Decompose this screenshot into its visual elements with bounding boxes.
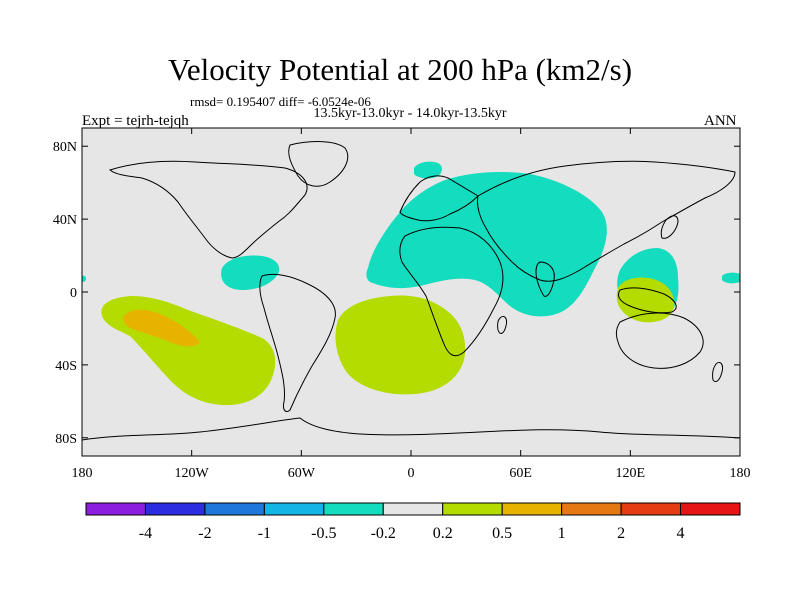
- colorbar-label: 4: [677, 525, 685, 542]
- experiment-label: Expt = tejrh-tejqh: [82, 113, 189, 129]
- coast-south-america: [259, 273, 336, 413]
- coast-asia: [477, 160, 736, 282]
- chart-title: Velocity Potential at 200 hPa (km2/s): [167, 52, 633, 87]
- colorbar-swatch: [620, 502, 682, 516]
- x-tick-label: 60W: [288, 466, 316, 481]
- contour-layer: [82, 161, 740, 406]
- y-axis: 80N 40N 0 40S 80S: [53, 140, 740, 447]
- colorbar-swatch: [204, 502, 265, 516]
- region-central-pacific-negative: [722, 272, 740, 284]
- period-text: 13.5kyr-13.0kyr - 14.0kyr-13.5kyr: [313, 106, 507, 121]
- coast-new-zealand: [712, 361, 723, 383]
- colorbar-swatch: [382, 502, 444, 516]
- coast-north-america: [108, 160, 308, 259]
- stats-text: rmsd= 0.195407 diff= -6.0524e-06: [190, 94, 371, 109]
- x-tick-label: 0: [408, 466, 415, 481]
- coast-indonesia: [617, 287, 677, 314]
- y-tick-label: 80N: [53, 140, 77, 155]
- y-tick-label: 0: [70, 286, 77, 301]
- colorbar-swatch: [680, 502, 741, 516]
- colorbar-swatch: [501, 502, 563, 516]
- x-tick-label: 120W: [175, 466, 210, 481]
- coast-india: [535, 261, 555, 297]
- coast-japan: [660, 215, 679, 239]
- colorbar-label: -0.5: [311, 525, 336, 542]
- y-tick-label: 80S: [55, 432, 77, 447]
- season-label: ANN: [704, 113, 737, 129]
- colorbar-label: 0.2: [433, 525, 453, 542]
- region-caribbean-negative: [221, 255, 280, 290]
- x-tick-label: 180: [72, 466, 93, 481]
- y-tick-label: 40S: [55, 359, 77, 374]
- colorbar-label: -2: [198, 525, 211, 542]
- colorbar: -4 -2 -1 -0.5 -0.2 0.2 0.5 1 2 4: [85, 502, 741, 542]
- colorbar-label: -1: [258, 525, 271, 542]
- region-eurasia-africa-negative: [366, 172, 607, 317]
- colorbar-swatch: [442, 502, 503, 516]
- colorbar-swatch: [323, 502, 384, 516]
- x-tick-label: 120E: [616, 466, 646, 481]
- colorbar-label: 1: [558, 525, 566, 542]
- colorbar-swatch: [144, 502, 206, 516]
- region-central-pacific-negative-west: [82, 275, 86, 282]
- colorbar-label: 2: [617, 525, 625, 542]
- colorbar-label: 0.5: [492, 525, 512, 542]
- colorbar-label: -4: [139, 525, 152, 542]
- x-axis: 180 120W 60W 0 60E 120E 180: [72, 128, 751, 481]
- coast-australia: [615, 312, 704, 369]
- coastlines: [82, 141, 740, 441]
- coast-madagascar: [497, 315, 507, 334]
- coast-antarctica: [82, 417, 740, 441]
- colorbar-label: -0.2: [371, 525, 396, 542]
- x-tick-label: 60E: [509, 466, 532, 481]
- region-scandinavia-negative: [414, 161, 442, 179]
- coast-africa: [399, 226, 504, 357]
- colorbar-swatch: [561, 502, 622, 516]
- y-tick-label: 40N: [53, 213, 77, 228]
- region-indonesia-positive: [616, 277, 675, 323]
- region-south-atlantic-positive: [335, 295, 466, 395]
- coast-greenland: [288, 141, 349, 187]
- colorbar-swatch: [263, 502, 325, 516]
- colorbar-swatch: [85, 502, 146, 516]
- region-pacific-core-positive: [123, 309, 200, 347]
- x-tick-label: 180: [730, 466, 751, 481]
